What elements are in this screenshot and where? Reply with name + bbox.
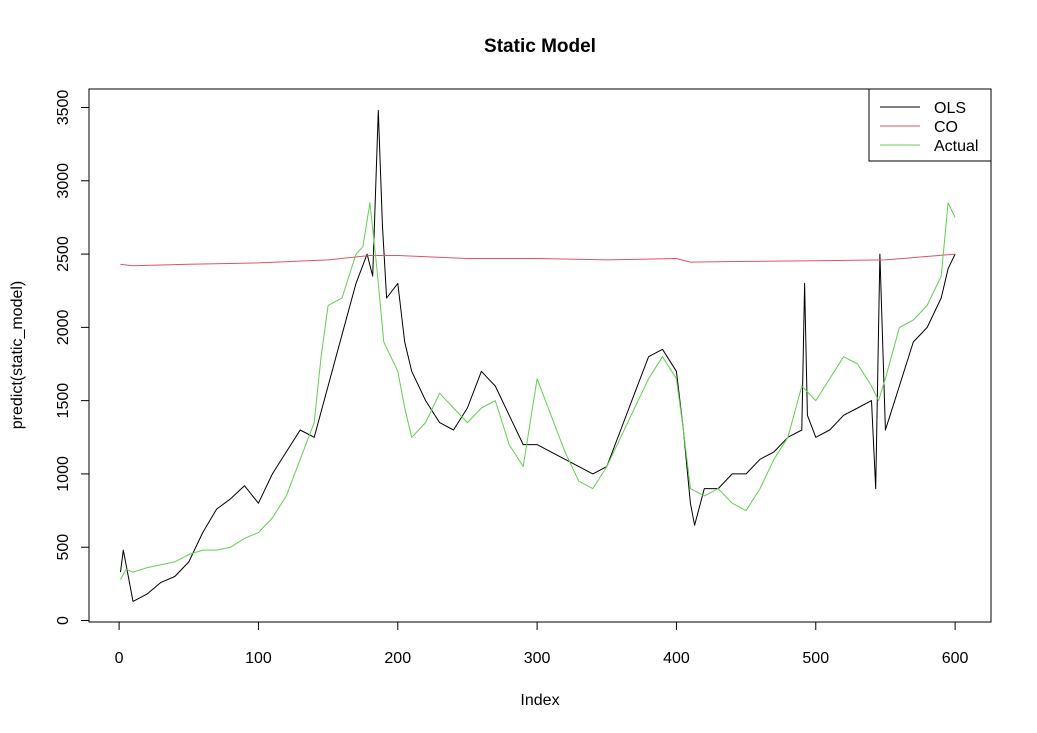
y-tick-label: 2500 <box>55 236 72 272</box>
x-tick-label: 600 <box>942 650 969 667</box>
series-line-ols <box>120 109 956 602</box>
y-tick-label: 1000 <box>55 456 72 492</box>
y-axis-label: predict(static_model) <box>9 281 26 430</box>
series-layer <box>120 109 956 602</box>
y-tick-label: 3000 <box>55 163 72 199</box>
series-line-actual <box>120 202 956 580</box>
y-tick-label: 500 <box>55 534 72 561</box>
y-tick-label: 0 <box>55 616 72 625</box>
legend-label: CO <box>934 119 958 136</box>
x-tick-label: 0 <box>115 650 124 667</box>
y-axis: 0 500 1000 1500 2000 2500 3000 3500 <box>55 90 90 625</box>
y-tick-label: 2000 <box>55 309 72 345</box>
x-axis: 0 100 200 300 400 500 600 <box>115 621 969 667</box>
x-tick-label: 200 <box>384 650 411 667</box>
legend-label: Actual <box>934 138 978 155</box>
y-tick-label: 1500 <box>55 383 72 419</box>
chart-title: Static Model <box>484 36 596 57</box>
y-tick-label: 3500 <box>55 90 72 126</box>
series-line-co <box>120 253 956 267</box>
x-tick-label: 400 <box>663 650 690 667</box>
x-tick-label: 500 <box>802 650 829 667</box>
x-tick-label: 100 <box>245 650 272 667</box>
legend-label: OLS <box>934 100 966 117</box>
legend-box <box>868 88 992 162</box>
legend: OLS CO Actual <box>868 88 992 162</box>
x-tick-label: 300 <box>524 650 551 667</box>
x-axis-label: Index <box>520 692 559 709</box>
